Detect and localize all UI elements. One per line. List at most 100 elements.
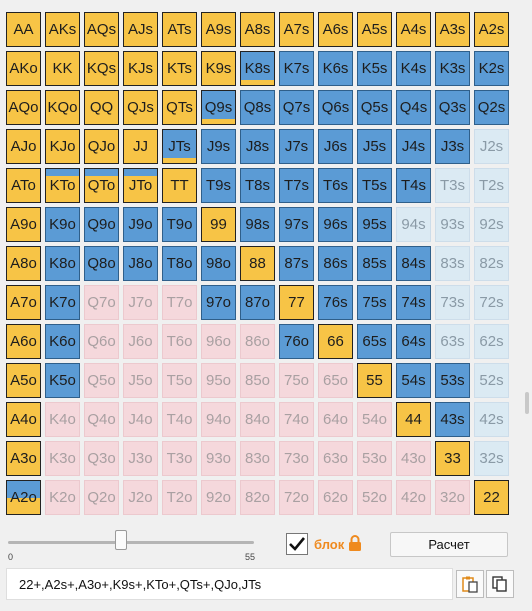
- hand-cell[interactable]: T7o: [162, 285, 197, 320]
- hand-cell[interactable]: 76s: [318, 285, 353, 320]
- hand-cell[interactable]: J2s: [474, 129, 509, 164]
- hand-cell[interactable]: 92s: [474, 207, 509, 242]
- hand-cell[interactable]: K8s: [240, 51, 275, 86]
- hand-cell[interactable]: 64s: [396, 324, 431, 359]
- copy-button[interactable]: [486, 570, 514, 598]
- hand-cell[interactable]: 33: [435, 441, 470, 476]
- hand-cell[interactable]: 72o: [279, 480, 314, 515]
- hand-cell[interactable]: KQo: [45, 90, 80, 125]
- hand-cell[interactable]: A9s: [201, 12, 236, 47]
- hand-cell[interactable]: 75o: [279, 363, 314, 398]
- hand-cell[interactable]: T3o: [162, 441, 197, 476]
- hand-cell[interactable]: AJs: [123, 12, 158, 47]
- hand-cell[interactable]: ATo: [6, 168, 41, 203]
- hand-cell[interactable]: J7s: [279, 129, 314, 164]
- range-text-field[interactable]: 22+,A2s+,A3o+,K9s+,KTo+,QTs+,QJo,JTs: [6, 568, 453, 600]
- hand-cell[interactable]: K5o: [45, 363, 80, 398]
- hand-cell[interactable]: T4o: [162, 402, 197, 437]
- hand-cell[interactable]: A7o: [6, 285, 41, 320]
- hand-cell[interactable]: T9o: [162, 207, 197, 242]
- calculate-button[interactable]: Расчет: [390, 532, 508, 557]
- hand-cell[interactable]: 74o: [279, 402, 314, 437]
- hand-cell[interactable]: Q8s: [240, 90, 275, 125]
- hand-cell[interactable]: 95s: [357, 207, 392, 242]
- hand-cell[interactable]: 84s: [396, 246, 431, 281]
- hand-cell[interactable]: 82o: [240, 480, 275, 515]
- hand-cell[interactable]: AQs: [84, 12, 119, 47]
- hand-cell[interactable]: T3s: [435, 168, 470, 203]
- hand-cell[interactable]: J3s: [435, 129, 470, 164]
- scrollbar-thumb[interactable]: [525, 392, 529, 414]
- hand-cell[interactable]: Q5o: [84, 363, 119, 398]
- hand-cell[interactable]: 42s: [474, 402, 509, 437]
- hand-cell[interactable]: Q7s: [279, 90, 314, 125]
- hand-cell[interactable]: TT: [162, 168, 197, 203]
- hand-cell[interactable]: 52s: [474, 363, 509, 398]
- hand-cell[interactable]: JJ: [123, 129, 158, 164]
- block-checkbox[interactable]: [286, 533, 308, 555]
- hand-cell[interactable]: 53o: [357, 441, 392, 476]
- hand-cell[interactable]: 87o: [240, 285, 275, 320]
- hand-cell[interactable]: A3o: [6, 441, 41, 476]
- hand-cell[interactable]: 43o: [396, 441, 431, 476]
- hand-cell[interactable]: 88: [240, 246, 275, 281]
- hand-cell[interactable]: A2s: [474, 12, 509, 47]
- hand-cell[interactable]: Q3s: [435, 90, 470, 125]
- hand-cell[interactable]: A5s: [357, 12, 392, 47]
- slider-handle[interactable]: [115, 530, 128, 550]
- hand-cell[interactable]: 65o: [318, 363, 353, 398]
- hand-cell[interactable]: 83o: [240, 441, 275, 476]
- hand-cell[interactable]: Q6s: [318, 90, 353, 125]
- hand-cell[interactable]: 65s: [357, 324, 392, 359]
- hand-cell[interactable]: Q9s: [201, 90, 236, 125]
- hand-cell[interactable]: K9o: [45, 207, 80, 242]
- hand-cell[interactable]: 93s: [435, 207, 470, 242]
- hand-cell[interactable]: AKo: [6, 51, 41, 86]
- paste-button[interactable]: [456, 570, 484, 598]
- hand-cell[interactable]: 85o: [240, 363, 275, 398]
- hand-cell[interactable]: 94o: [201, 402, 236, 437]
- hand-cell[interactable]: T2s: [474, 168, 509, 203]
- hand-cell[interactable]: 66: [318, 324, 353, 359]
- hand-cell[interactable]: QTs: [162, 90, 197, 125]
- hand-cell[interactable]: 86s: [318, 246, 353, 281]
- hand-cell[interactable]: A8o: [6, 246, 41, 281]
- hand-cell[interactable]: Q2s: [474, 90, 509, 125]
- hand-cell[interactable]: K7s: [279, 51, 314, 86]
- hand-cell[interactable]: J8s: [240, 129, 275, 164]
- hand-cell[interactable]: Q5s: [357, 90, 392, 125]
- hand-cell[interactable]: K7o: [45, 285, 80, 320]
- hand-cell[interactable]: 62s: [474, 324, 509, 359]
- hand-cell[interactable]: 64o: [318, 402, 353, 437]
- hand-cell[interactable]: Q4o: [84, 402, 119, 437]
- hand-cell[interactable]: 92o: [201, 480, 236, 515]
- hand-cell[interactable]: A5o: [6, 363, 41, 398]
- hand-cell[interactable]: 77: [279, 285, 314, 320]
- hand-cell[interactable]: 73o: [279, 441, 314, 476]
- hand-cell[interactable]: 97o: [201, 285, 236, 320]
- hand-cell[interactable]: Q4s: [396, 90, 431, 125]
- hand-cell[interactable]: K9s: [201, 51, 236, 86]
- hand-cell[interactable]: 73s: [435, 285, 470, 320]
- hand-cell[interactable]: J3o: [123, 441, 158, 476]
- hand-cell[interactable]: K2s: [474, 51, 509, 86]
- hand-cell[interactable]: 52o: [357, 480, 392, 515]
- hand-cell[interactable]: ATs: [162, 12, 197, 47]
- hand-cell[interactable]: 74s: [396, 285, 431, 320]
- hand-cell[interactable]: A3s: [435, 12, 470, 47]
- hand-cell[interactable]: 44: [396, 402, 431, 437]
- hand-cell[interactable]: T5o: [162, 363, 197, 398]
- hand-cell[interactable]: A4s: [396, 12, 431, 47]
- hand-cell[interactable]: 83s: [435, 246, 470, 281]
- hand-cell[interactable]: 87s: [279, 246, 314, 281]
- hand-cell[interactable]: AQo: [6, 90, 41, 125]
- hand-cell[interactable]: 32s: [474, 441, 509, 476]
- hand-cell[interactable]: QQ: [84, 90, 119, 125]
- hand-cell[interactable]: 32o: [435, 480, 470, 515]
- hand-cell[interactable]: 98s: [240, 207, 275, 242]
- hand-cell[interactable]: JTo: [123, 168, 158, 203]
- hand-cell[interactable]: 72s: [474, 285, 509, 320]
- hand-cell[interactable]: K6o: [45, 324, 80, 359]
- hand-cell[interactable]: J5o: [123, 363, 158, 398]
- hand-cell[interactable]: T9s: [201, 168, 236, 203]
